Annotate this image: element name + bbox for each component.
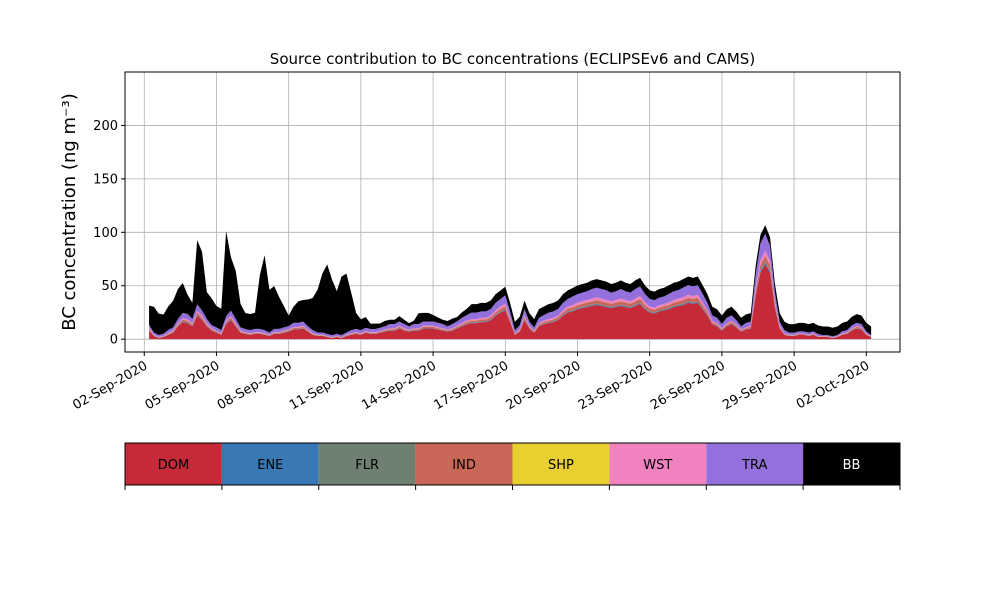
x-tick-label: 05-Sep-2020 bbox=[143, 358, 223, 413]
y-axis: 0 50 100 150 200 bbox=[93, 119, 125, 348]
y-tick-label: 50 bbox=[101, 279, 118, 294]
legend-label-wst: WST bbox=[643, 458, 672, 473]
y-tick-label: 150 bbox=[93, 172, 118, 187]
area-tra bbox=[149, 233, 872, 338]
legend-swatch-wst bbox=[609, 443, 707, 485]
area-dom bbox=[149, 264, 872, 340]
x-tick-label: 26-Sep-2020 bbox=[648, 358, 728, 413]
x-tick-label: 02-Oct-2020 bbox=[794, 358, 872, 412]
y-tick-label: 100 bbox=[93, 226, 118, 241]
x-tick-label: 11-Sep-2020 bbox=[287, 358, 367, 413]
legend-label-ene: ENE bbox=[257, 458, 283, 473]
y-axis-label: BC concentration (ng m⁻³) bbox=[59, 93, 80, 331]
x-tick-label: 23-Sep-2020 bbox=[576, 358, 656, 413]
x-tick-label: 29-Sep-2020 bbox=[720, 358, 800, 413]
legend-label-dom: DOM bbox=[158, 458, 189, 473]
y-tick-label: 0 bbox=[110, 333, 118, 348]
legend-label-tra: TRA bbox=[741, 458, 767, 473]
area-bb bbox=[149, 225, 872, 337]
legend-swatch-dom bbox=[125, 443, 222, 485]
x-tick-label: 14-Sep-2020 bbox=[359, 358, 439, 413]
legend-swatch-ene bbox=[221, 443, 319, 485]
legend-swatch-tra bbox=[706, 443, 804, 485]
x-tick-label: 02-Sep-2020 bbox=[70, 358, 150, 413]
legend-label-bb: BB bbox=[843, 458, 861, 473]
grid bbox=[125, 72, 900, 352]
legend-colorbar: DOM ENE FLR IND SHP WST TRA BB bbox=[124, 442, 901, 490]
legend-swatch-flr bbox=[318, 443, 416, 485]
chart-title: Source contribution to BC concentrations… bbox=[270, 50, 755, 68]
legend-swatch-bb bbox=[803, 443, 900, 485]
x-tick-label: 17-Sep-2020 bbox=[431, 358, 511, 413]
x-tick-label: 20-Sep-2020 bbox=[504, 358, 584, 413]
legend-label-shp: SHP bbox=[548, 458, 574, 473]
x-tick-label: 08-Sep-2020 bbox=[215, 358, 295, 413]
stacked-areas bbox=[149, 225, 872, 340]
x-axis: 02-Sep-202005-Sep-202008-Sep-202011-Sep-… bbox=[70, 352, 872, 413]
legend-swatch-ind bbox=[415, 443, 513, 485]
legend-label-flr: FLR bbox=[355, 458, 379, 473]
legend-swatch-shp bbox=[512, 443, 610, 485]
y-tick-label: 200 bbox=[93, 119, 118, 134]
legend-label-ind: IND bbox=[452, 458, 476, 473]
plot-frame bbox=[124, 71, 901, 353]
